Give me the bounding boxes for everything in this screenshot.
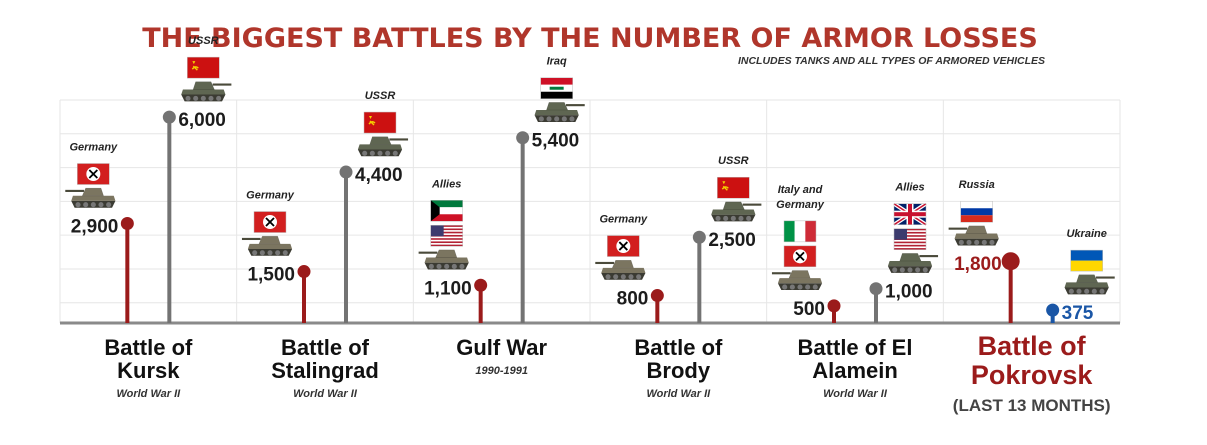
tank-icon [711, 201, 762, 222]
lollipop-left: 500 Italy and Germany [771, 184, 841, 323]
category-label: Battle of [978, 331, 1087, 361]
category-label: Battle of [104, 335, 193, 360]
value-label: 1,000 [885, 282, 933, 303]
lollipop-dot [692, 230, 706, 244]
value-label: 1,800 [954, 254, 1002, 275]
flag-ussr-icon [187, 56, 220, 79]
category-era: 1990-1991 [475, 365, 528, 377]
tank-icon [534, 102, 585, 122]
value-label: 1,100 [424, 278, 472, 299]
category-label: Battle of [634, 335, 723, 360]
tank-icon [241, 235, 293, 256]
value-label: 375 [1062, 303, 1094, 324]
party-label: Germany [599, 214, 648, 226]
lollipop-dot [827, 299, 841, 313]
category-era: World War II [293, 388, 358, 400]
lollipop-right: 5,400 Iraq [516, 56, 585, 323]
lollipop-dot [162, 110, 176, 124]
party-label: Allies [431, 178, 461, 190]
category-label: Pokrovsk [971, 360, 1094, 390]
chart-marks: 2,900 Germany 6,000 USSR 1,500 Germany 4,400 US… [65, 35, 1115, 324]
party-label: Ukraine [1066, 228, 1106, 240]
category-era: World War II [823, 388, 888, 400]
party-label: Allies [894, 182, 924, 194]
category-label: Stalingrad [271, 358, 379, 383]
party-label: USSR [188, 35, 219, 47]
category-label: Brody [647, 358, 711, 383]
chart-title: THE BIGGEST BATTLES BY THE NUMBER OF ARM… [142, 23, 1038, 54]
lollipop-dot [297, 265, 311, 279]
category-label: Kursk [117, 358, 180, 383]
flag-kuwait-icon [430, 200, 463, 222]
tank-icon [948, 225, 999, 246]
lollipop-right: 375 Ukraine [1046, 228, 1115, 324]
value-label: 6,000 [178, 110, 226, 131]
value-label: 2,500 [708, 230, 756, 251]
lollipop-left: 1,100 Allies [418, 178, 488, 323]
tank-icon [1064, 274, 1115, 295]
party-label: USSR [365, 90, 396, 102]
tank-icon [595, 259, 646, 280]
lollipop-dot [1046, 303, 1060, 317]
lollipop-left: 800 Germany [595, 214, 664, 323]
flag-usa-icon [430, 225, 463, 247]
flag-italy-icon [783, 220, 817, 243]
lollipop-right: 2,500 USSR [692, 155, 762, 323]
lollipop-dot [650, 289, 664, 303]
party-label: Italy and [778, 184, 823, 196]
flag-uk-icon [892, 202, 928, 227]
grid [59, 99, 1121, 323]
value-label: 5,400 [532, 131, 580, 152]
tank-icon [418, 249, 469, 270]
chart-subtitle: INCLUDES TANKS AND ALL TYPES OF ARMORED … [738, 55, 1045, 67]
flag-ussr-icon [363, 111, 397, 134]
flag-ussr-icon [717, 176, 750, 199]
flag-ukraine-icon [1070, 249, 1103, 272]
category-label: Gulf War [456, 335, 547, 360]
party-label: Iraq [547, 56, 567, 68]
party-label: Germany [776, 199, 825, 211]
party-label: USSR [718, 155, 749, 167]
category-label: Battle of El [798, 335, 913, 360]
flag-iraq-icon [540, 77, 573, 99]
value-label: 800 [617, 289, 649, 310]
party-label: Russia [959, 179, 995, 191]
tank-icon [181, 81, 232, 102]
category-era: World War II [646, 388, 711, 400]
lollipop-left: 1,500 Germany [241, 190, 311, 323]
lollipop-left: 1,800 Russia [948, 179, 1020, 323]
flag-germany-icon [783, 245, 817, 268]
category-era: World War II [116, 388, 181, 400]
tank-icon [887, 253, 939, 273]
category-label: Alamein [812, 358, 898, 383]
value-label: 2,900 [71, 217, 119, 238]
value-label: 500 [793, 299, 825, 320]
lollipop-dot [120, 217, 134, 231]
lollipop-dot [516, 131, 530, 145]
flag-russia-icon [960, 200, 993, 223]
flag-germany-icon [607, 235, 640, 257]
lollipop-right: 1,000 Allies [869, 182, 939, 323]
tank-icon [771, 270, 823, 291]
category-label: Battle of [281, 335, 370, 360]
party-label: Germany [246, 190, 295, 202]
lollipop-right: 4,400 USSR [339, 90, 409, 323]
flag-usa-icon [893, 228, 927, 250]
lollipop-dot [1001, 252, 1020, 271]
party-label: Germany [69, 142, 118, 154]
lollipop-dot [869, 282, 883, 296]
lollipop-right: 6,000 USSR [162, 35, 232, 323]
category-note: (LAST 13 MONTHS) [953, 396, 1111, 415]
lollipop-left: 2,900 Germany [65, 142, 134, 323]
flag-germany-icon [77, 163, 110, 185]
tank-icon [357, 136, 409, 157]
lollipop-dot [474, 278, 488, 292]
tank-icon [65, 187, 116, 208]
value-label: 4,400 [355, 165, 403, 186]
flag-germany-icon [253, 211, 287, 233]
lollipop-dot [339, 165, 353, 179]
value-label: 1,500 [247, 265, 295, 286]
